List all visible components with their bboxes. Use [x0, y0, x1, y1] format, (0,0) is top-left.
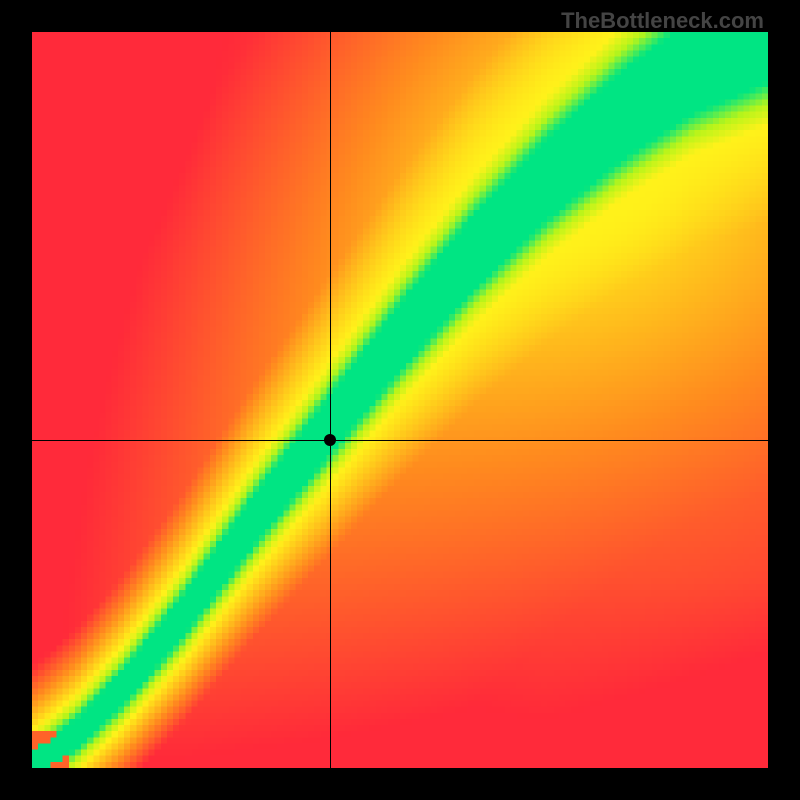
crosshair-vertical — [330, 32, 331, 768]
chart-container: TheBottleneck.com — [0, 0, 800, 800]
watermark-text: TheBottleneck.com — [561, 8, 764, 34]
crosshair-horizontal — [32, 440, 768, 441]
heatmap-plot — [32, 32, 768, 768]
crosshair-marker — [324, 434, 336, 446]
heatmap-canvas — [32, 32, 768, 768]
